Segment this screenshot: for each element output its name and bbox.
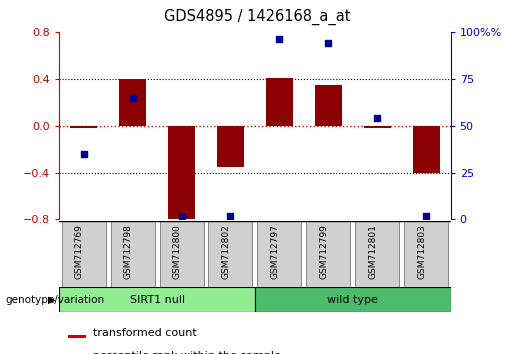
Point bbox=[275, 36, 283, 42]
FancyBboxPatch shape bbox=[59, 287, 255, 312]
FancyBboxPatch shape bbox=[306, 221, 350, 287]
Point bbox=[422, 213, 430, 218]
Text: GSM712799: GSM712799 bbox=[319, 224, 329, 279]
Point bbox=[226, 213, 234, 218]
Text: GSM712798: GSM712798 bbox=[124, 224, 133, 279]
Point bbox=[129, 95, 137, 101]
Bar bbox=[70, 126, 97, 128]
Point bbox=[79, 151, 88, 156]
Text: wild type: wild type bbox=[328, 295, 378, 305]
Point bbox=[373, 115, 381, 121]
FancyBboxPatch shape bbox=[209, 221, 252, 287]
Text: SIRT1 null: SIRT1 null bbox=[129, 295, 185, 305]
Text: GSM712800: GSM712800 bbox=[173, 224, 181, 279]
Text: GSM712802: GSM712802 bbox=[221, 224, 230, 279]
Text: GSM712769: GSM712769 bbox=[75, 224, 83, 279]
FancyBboxPatch shape bbox=[111, 221, 154, 287]
FancyBboxPatch shape bbox=[355, 221, 399, 287]
Point bbox=[324, 40, 333, 46]
Text: ▶: ▶ bbox=[48, 295, 55, 305]
FancyBboxPatch shape bbox=[160, 221, 203, 287]
FancyBboxPatch shape bbox=[62, 221, 106, 287]
FancyBboxPatch shape bbox=[255, 287, 451, 312]
FancyBboxPatch shape bbox=[404, 221, 448, 287]
Bar bbox=[119, 79, 146, 126]
FancyBboxPatch shape bbox=[258, 221, 301, 287]
Text: GSM712797: GSM712797 bbox=[270, 224, 279, 279]
Bar bbox=[168, 126, 195, 219]
Bar bbox=[413, 126, 440, 173]
Text: GSM712801: GSM712801 bbox=[368, 224, 377, 279]
Bar bbox=[217, 126, 244, 167]
Point bbox=[177, 213, 185, 218]
Text: genotype/variation: genotype/variation bbox=[5, 295, 104, 305]
Bar bbox=[364, 126, 391, 128]
Bar bbox=[68, 335, 85, 338]
Text: transformed count: transformed count bbox=[93, 329, 197, 338]
Text: percentile rank within the sample: percentile rank within the sample bbox=[93, 351, 281, 354]
Bar bbox=[315, 85, 342, 126]
Text: GSM712803: GSM712803 bbox=[417, 224, 426, 279]
Bar bbox=[266, 78, 293, 126]
Text: GDS4895 / 1426168_a_at: GDS4895 / 1426168_a_at bbox=[164, 9, 351, 25]
